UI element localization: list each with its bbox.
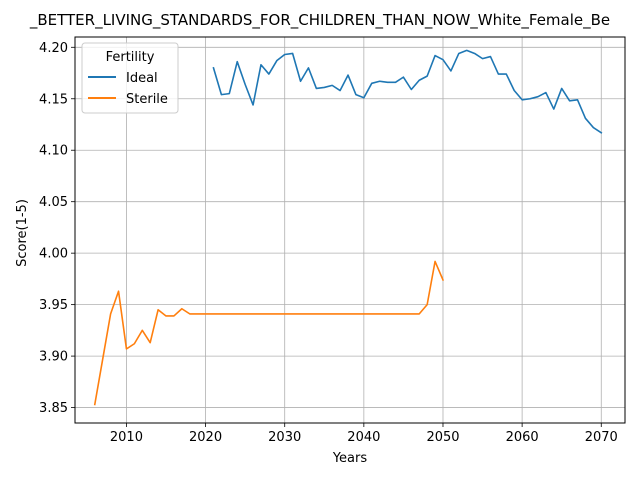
axis-ticks: 2010 2020 2030 2040 2050 2060 2070 3.85 3.90 3.95… — [39, 41, 618, 445]
series-lines — [93, 49, 603, 406]
series-line-sterile — [93, 260, 445, 406]
x-tick-label: 2010 — [110, 430, 143, 445]
grid — [75, 37, 625, 423]
y-tick-label: 4.10 — [39, 144, 68, 159]
legend-label-ideal: Ideal — [126, 71, 158, 86]
chart-title: _BETTER_LIVING_STANDARDS_FOR_CHILDREN_TH… — [29, 11, 610, 30]
legend-box — [81, 42, 179, 114]
x-tick-label: 2060 — [506, 430, 539, 445]
x-tick-label: 2050 — [426, 430, 459, 445]
plot-frame — [74, 36, 626, 424]
x-tick-label: 2020 — [189, 430, 222, 445]
legend-title: Fertility — [106, 50, 155, 65]
y-tick-label: 4.20 — [39, 41, 68, 56]
y-tick-label: 4.05 — [39, 195, 68, 210]
y-axis-label: Score(1-5) — [15, 199, 30, 267]
x-tick-label: 2030 — [268, 430, 301, 445]
x-tick-label: 2040 — [347, 430, 380, 445]
series-line-ideal — [212, 49, 603, 134]
legend-label-sterile: Sterile — [126, 92, 168, 107]
y-tick-label: 3.85 — [39, 401, 68, 416]
x-axis-label: Years — [332, 451, 368, 466]
x-tick-label: 2070 — [585, 430, 618, 445]
y-tick-label: 3.95 — [39, 298, 68, 313]
y-tick-label: 4.00 — [39, 247, 68, 262]
y-tick-label: 4.15 — [39, 92, 68, 107]
legend: Fertility Ideal Sterile — [81, 42, 179, 114]
y-tick-label: 3.90 — [39, 350, 68, 365]
